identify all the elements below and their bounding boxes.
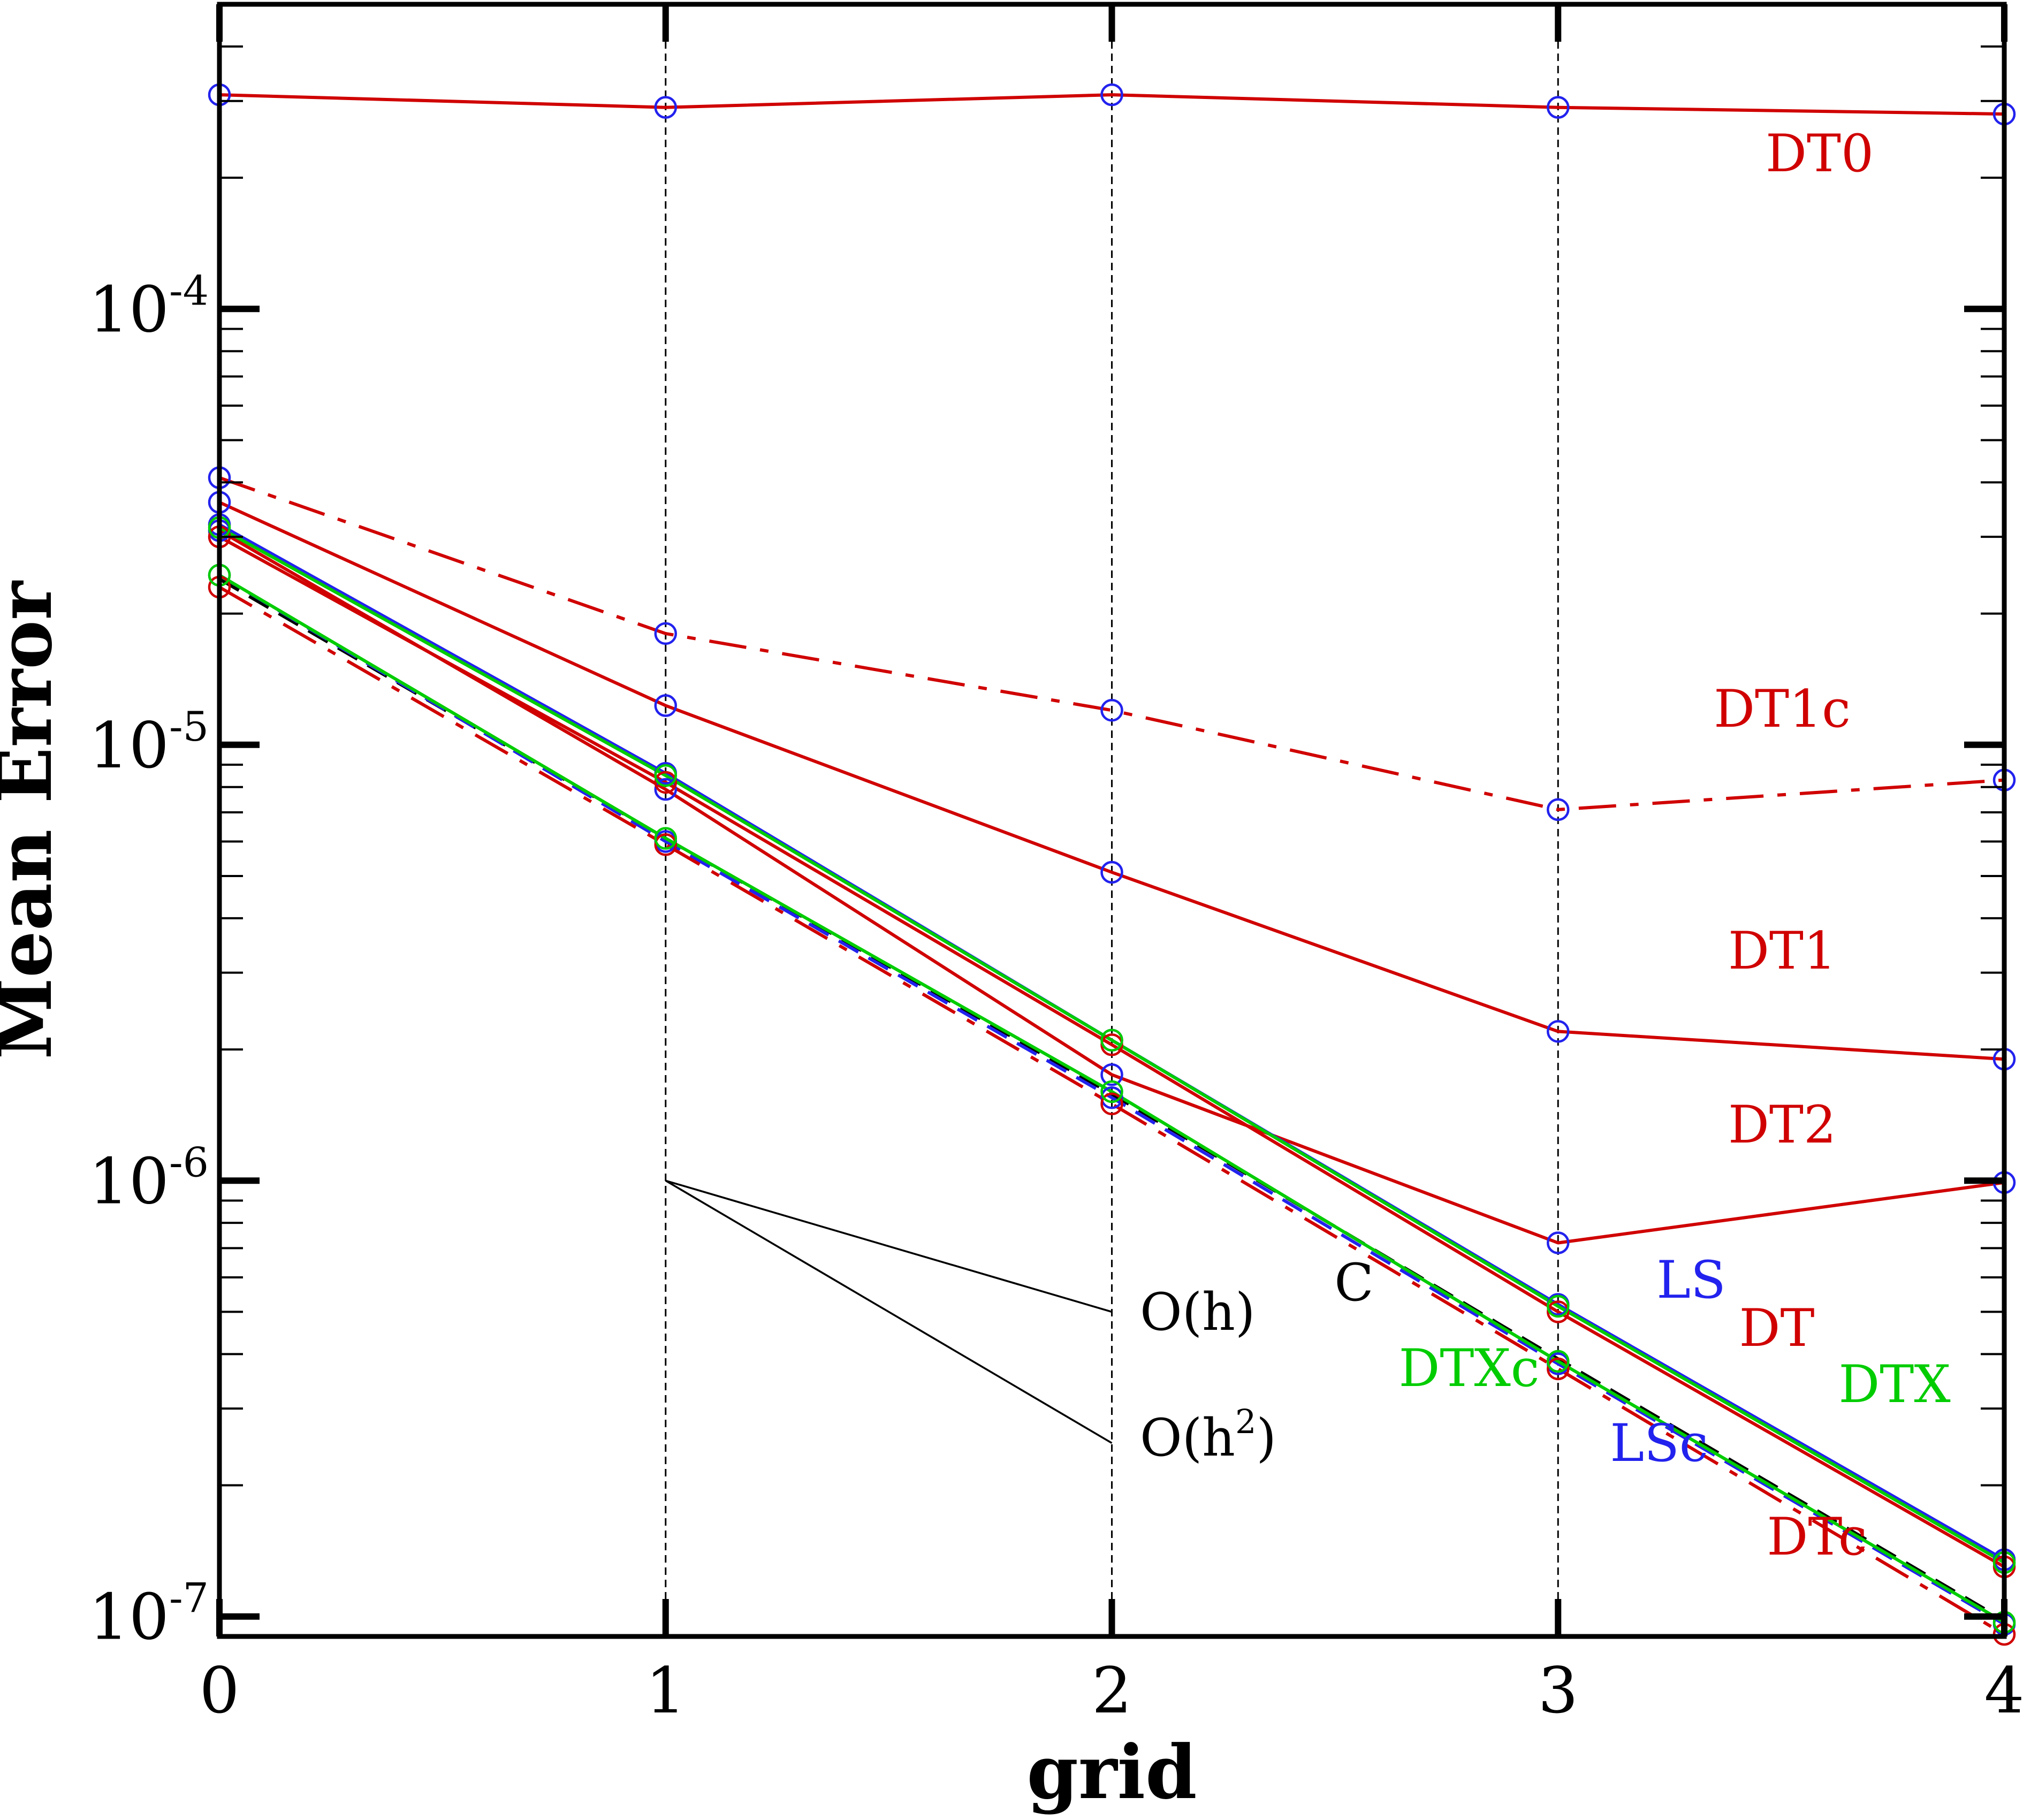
- marker-DTXc-x1: [654, 827, 677, 850]
- marker-DT2-x3: [1547, 1231, 1570, 1254]
- series-label-DTX: DTX: [1838, 1354, 1950, 1414]
- series-line-DT1: [218, 500, 2005, 1061]
- marker-DTXc-x2: [1100, 1080, 1123, 1103]
- y-tick-label-e-5: 10-5: [89, 703, 209, 782]
- series-line-DTc: [218, 585, 2005, 1636]
- marker-DTX-x2: [1100, 1029, 1123, 1052]
- marker-DT-x1: [654, 771, 677, 794]
- series-line-DT2: [218, 529, 2005, 1245]
- marker-DT0-x2: [1100, 83, 1123, 106]
- axis-ticks: [216, 3, 2007, 1636]
- series-label-DT2: DT2: [1728, 1095, 1836, 1155]
- y-axis-title: Mean Error: [0, 580, 69, 1060]
- y-tick-label-base: 10: [89, 272, 169, 346]
- order-reference-lines: [665, 1179, 1113, 1444]
- y-tick-label-exponent: -6: [169, 1138, 209, 1186]
- series-line-LSc: [218, 574, 2005, 1626]
- marker-DT2-x2: [1100, 1063, 1123, 1086]
- marker-DTX-x1: [654, 764, 677, 787]
- series-line-DTX: [218, 526, 2005, 1564]
- series-label-LS: LS: [1656, 1250, 1726, 1310]
- marker-DT0-x1: [654, 96, 677, 119]
- marker-DTXc-x3: [1547, 1350, 1570, 1373]
- marker-DT1-x1: [654, 694, 677, 717]
- x-tick-label-3: 3: [1538, 1654, 1578, 1727]
- series-line-DT0: [219, 93, 2005, 116]
- marker-LSc-x2: [1100, 1086, 1123, 1109]
- series-label-DTXc: DTXc: [1398, 1338, 1539, 1398]
- x-tick-label-0: 0: [199, 1654, 239, 1727]
- series-label-DTc: DTc: [1767, 1507, 1867, 1567]
- series-label-DT0: DT0: [1766, 124, 1874, 184]
- marker-DT2-x1: [654, 778, 677, 801]
- y-tick-label-e-6: 10-6: [89, 1138, 209, 1218]
- y-tick-label-base: 10: [89, 1580, 169, 1654]
- marker-DT0-x3: [1547, 96, 1570, 119]
- marker-DTX-x3: [1547, 1294, 1570, 1318]
- order-line-1: [665, 1179, 1112, 1313]
- marker-DTc-x2: [1100, 1092, 1123, 1116]
- y-tick-label-exponent: -7: [169, 1574, 209, 1622]
- order-label-O-h2-sup: 2: [1235, 1402, 1256, 1441]
- marker-DT1-x2: [1100, 860, 1123, 884]
- marker-DTc-x3: [1547, 1357, 1570, 1381]
- series-label-DT1c: DT1c: [1714, 679, 1851, 739]
- order-line-2: [665, 1179, 1113, 1444]
- x-tick-label-1: 1: [645, 1654, 686, 1727]
- series-line-DT: [218, 535, 2005, 1568]
- series-line-DTXc: [218, 574, 2005, 1624]
- marker-DT1c-x1: [654, 622, 677, 645]
- series-label-LSc: LSc: [1610, 1413, 1708, 1473]
- marker-DT1c-x2: [1100, 699, 1123, 722]
- order-label-O-h2-end: ): [1256, 1408, 1276, 1468]
- marker-DTc-x1: [654, 833, 677, 856]
- series-label-DT1: DT1: [1728, 921, 1836, 981]
- series-label-C: C: [1334, 1253, 1373, 1313]
- y-tick-label-base: 10: [89, 709, 169, 782]
- x-tick-label-4: 4: [1984, 1654, 2023, 1727]
- series-line-DT1c: [219, 476, 2005, 811]
- series-label-DT: DT: [1739, 1298, 1815, 1358]
- y-tick-label-e-7: 10-7: [89, 1574, 209, 1654]
- order-labels: O(h)O(h2): [1140, 1282, 1276, 1468]
- order-label-O-h2: O(h2): [1140, 1402, 1276, 1468]
- y-tick-label-exponent: -4: [169, 266, 209, 314]
- order-label-O-h: O(h): [1140, 1282, 1255, 1342]
- x-axis-title: grid: [1026, 1728, 1197, 1816]
- marker-DT1-x3: [1547, 1020, 1570, 1043]
- y-tick-label-e-4: 10-4: [89, 266, 209, 346]
- marker-DT-x3: [1547, 1300, 1570, 1323]
- x-tick-label-2: 2: [1092, 1654, 1132, 1727]
- y-tick-label-base: 10: [89, 1144, 169, 1218]
- marker-DT1c-x3: [1547, 798, 1570, 821]
- order-label-O-h2-base: O(h: [1140, 1408, 1235, 1468]
- tick-labels: 0 1 2 3 410-410-510-610-7: [89, 266, 2023, 1727]
- y-tick-label-exponent: -5: [169, 703, 209, 750]
